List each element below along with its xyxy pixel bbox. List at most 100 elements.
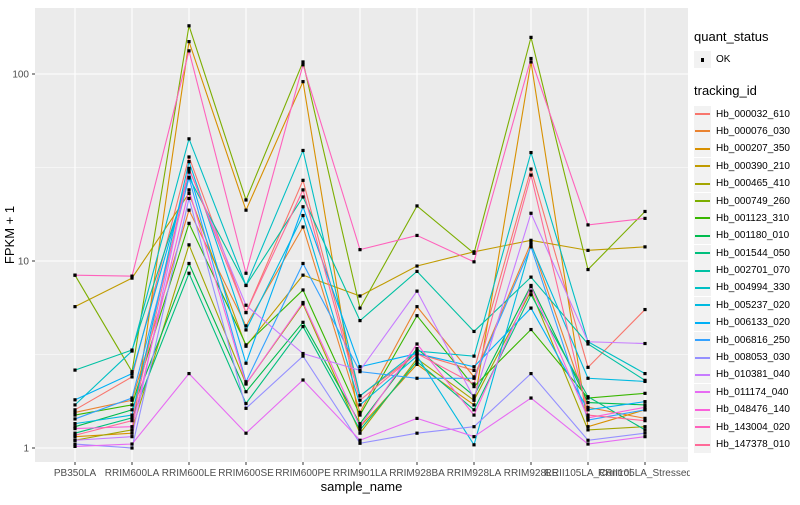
data-point bbox=[187, 243, 191, 247]
legend-item-Hb_011174_040: Hb_011174_040 bbox=[694, 383, 800, 401]
data-point bbox=[472, 408, 476, 412]
data-point bbox=[358, 431, 362, 435]
data-point bbox=[130, 398, 134, 402]
data-point bbox=[643, 307, 647, 312]
x-tick-label: RRIM600LE bbox=[162, 468, 217, 479]
legend-key-line-icon bbox=[695, 426, 710, 429]
data-point bbox=[244, 380, 248, 384]
data-point bbox=[415, 349, 419, 353]
data-point bbox=[529, 173, 533, 177]
x-tick-label: RRIM600PE bbox=[275, 468, 331, 479]
data-point bbox=[472, 260, 476, 264]
data-point bbox=[643, 391, 647, 395]
data-point bbox=[472, 435, 476, 439]
x-tick-label: RRIM928BA bbox=[389, 468, 445, 479]
data-point bbox=[529, 60, 533, 64]
legend-key-line-icon bbox=[695, 165, 710, 168]
legend-item-label: Hb_011174_040 bbox=[716, 386, 789, 398]
data-point bbox=[301, 288, 305, 292]
data-point bbox=[73, 431, 77, 435]
legend-items: Hb_000032_610 Hb_000076_030 Hb_000207_350 H… bbox=[694, 105, 800, 453]
data-point bbox=[130, 408, 134, 412]
legend-key-swatch bbox=[694, 279, 711, 297]
legend-item-label: Hb_005237_020 bbox=[716, 299, 790, 311]
legend-item-Hb_001544_050: Hb_001544_050 bbox=[694, 244, 800, 262]
legend-item-label: Hb_004994_330 bbox=[716, 282, 790, 294]
data-point bbox=[586, 395, 590, 399]
legend-item-Hb_048476_140: Hb_048476_140 bbox=[694, 401, 800, 419]
data-point bbox=[73, 426, 77, 431]
data-point bbox=[244, 361, 248, 365]
data-point bbox=[643, 405, 647, 409]
data-point bbox=[130, 396, 134, 400]
data-point bbox=[244, 328, 248, 332]
x-tick-label: RRII105LA_Stressed bbox=[598, 468, 690, 479]
legend-item-label: Hb_006816_250 bbox=[716, 334, 790, 346]
data-point bbox=[301, 351, 305, 356]
data-point bbox=[358, 368, 362, 372]
data-point bbox=[130, 446, 134, 450]
data-point bbox=[643, 341, 647, 346]
data-point bbox=[586, 413, 590, 417]
data-point bbox=[586, 405, 590, 409]
data-point bbox=[358, 248, 362, 252]
data-point bbox=[73, 425, 77, 429]
legend-key-line-icon bbox=[695, 234, 710, 237]
data-point bbox=[73, 433, 77, 437]
data-point bbox=[301, 148, 305, 153]
data-point bbox=[358, 403, 362, 407]
data-point bbox=[187, 176, 191, 180]
x-tick-label: PB350LA bbox=[54, 468, 97, 479]
data-point bbox=[244, 271, 248, 275]
legend-key-swatch bbox=[694, 296, 711, 314]
data-point bbox=[130, 442, 134, 446]
y-tick-label: 1 bbox=[23, 444, 29, 455]
data-point bbox=[301, 80, 305, 84]
data-point bbox=[529, 371, 533, 376]
legend-key-swatch bbox=[694, 209, 711, 227]
data-point bbox=[187, 137, 191, 141]
data-point bbox=[73, 408, 77, 412]
data-point bbox=[301, 273, 305, 277]
legend-key-line-icon bbox=[695, 373, 710, 376]
data-point bbox=[529, 284, 533, 289]
data-point bbox=[415, 359, 419, 364]
data-point bbox=[358, 413, 362, 417]
legend-item-Hb_005237_020: Hb_005237_020 bbox=[694, 296, 800, 314]
legend-key-line-icon bbox=[695, 408, 710, 411]
data-point bbox=[643, 419, 647, 423]
y-axis-title: FPKM + 1 bbox=[2, 206, 17, 264]
data-point bbox=[73, 403, 77, 407]
legend-key-swatch bbox=[694, 366, 711, 384]
data-point bbox=[301, 324, 305, 329]
data-point bbox=[130, 370, 134, 374]
data-point bbox=[586, 365, 590, 369]
data-point bbox=[244, 401, 248, 406]
data-point bbox=[472, 368, 476, 372]
data-point bbox=[244, 390, 248, 394]
legend-item-Hb_010381_040: Hb_010381_040 bbox=[694, 366, 800, 384]
data-point bbox=[73, 410, 77, 415]
data-point bbox=[529, 241, 533, 245]
x-tick-label: RRIM901LA bbox=[333, 468, 388, 479]
legend-key-line-icon bbox=[695, 391, 710, 394]
legend-item-Hb_000465_410: Hb_000465_410 bbox=[694, 175, 800, 193]
legend-key-swatch bbox=[694, 436, 711, 453]
data-point bbox=[301, 188, 305, 192]
data-point bbox=[301, 60, 305, 64]
legend-item-label: Hb_001544_050 bbox=[716, 247, 790, 259]
data-point bbox=[586, 248, 590, 252]
data-point bbox=[301, 261, 305, 266]
data-point bbox=[130, 375, 134, 379]
data-point bbox=[244, 324, 248, 328]
data-point bbox=[586, 340, 590, 344]
data-point bbox=[130, 428, 134, 432]
data-point bbox=[187, 196, 191, 201]
legend-key-line-icon bbox=[695, 130, 710, 133]
data-point bbox=[415, 233, 419, 238]
data-point bbox=[130, 416, 134, 420]
y-tick-label: 100 bbox=[12, 70, 29, 81]
legend-item-Hb_008053_030: Hb_008053_030 bbox=[694, 349, 800, 367]
legend-key-swatch bbox=[694, 349, 711, 367]
data-point bbox=[415, 289, 419, 293]
